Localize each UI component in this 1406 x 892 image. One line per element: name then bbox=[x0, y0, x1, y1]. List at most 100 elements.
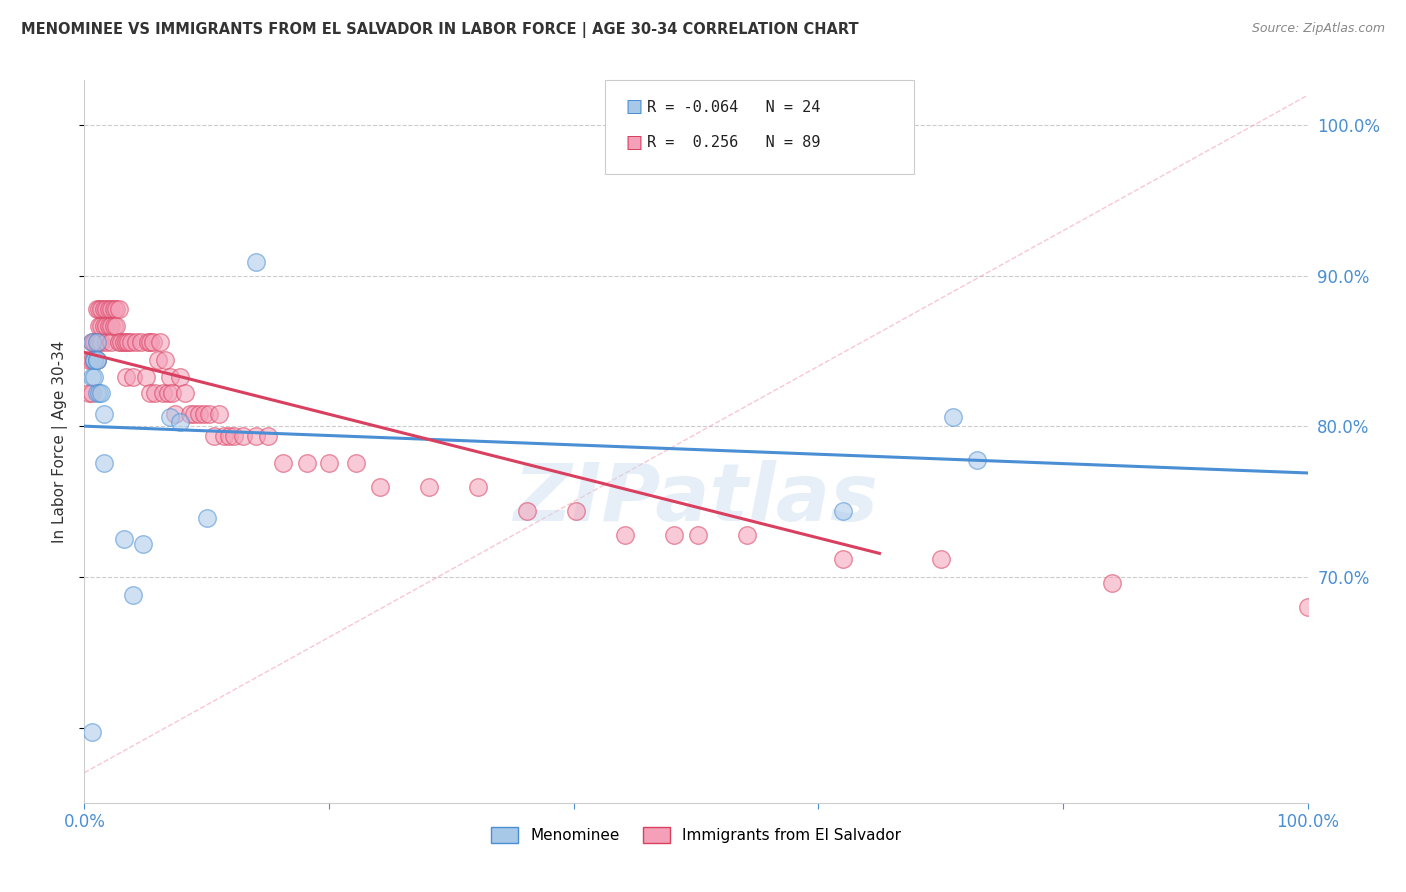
Immigrants from El Salvador bbox=[86, 335, 108, 350]
Immigrants from El Salvador bbox=[222, 428, 245, 442]
Immigrants from El Salvador bbox=[1296, 600, 1319, 615]
Menominee bbox=[90, 386, 112, 401]
Immigrants from El Salvador bbox=[117, 335, 139, 350]
Menominee bbox=[831, 504, 853, 518]
Text: □: □ bbox=[626, 134, 643, 152]
Immigrants from El Salvador bbox=[80, 386, 103, 401]
Immigrants from El Salvador bbox=[136, 335, 159, 350]
Immigrants from El Salvador bbox=[115, 335, 138, 350]
Immigrants from El Salvador bbox=[162, 386, 184, 401]
Menominee bbox=[159, 410, 181, 425]
Immigrants from El Salvador bbox=[83, 335, 105, 350]
Immigrants from El Salvador bbox=[614, 528, 637, 542]
Y-axis label: In Labor Force | Age 30-34: In Labor Force | Age 30-34 bbox=[52, 340, 69, 543]
Immigrants from El Salvador bbox=[173, 386, 195, 401]
Immigrants from El Salvador bbox=[120, 335, 142, 350]
Menominee bbox=[169, 415, 191, 429]
Immigrants from El Salvador bbox=[97, 302, 120, 317]
Immigrants from El Salvador bbox=[115, 369, 138, 384]
Immigrants from El Salvador bbox=[193, 408, 215, 422]
Immigrants from El Salvador bbox=[135, 369, 157, 384]
Immigrants from El Salvador bbox=[105, 318, 128, 333]
Immigrants from El Salvador bbox=[159, 369, 181, 384]
Menominee bbox=[132, 537, 155, 551]
Menominee bbox=[86, 353, 108, 368]
Text: R = -0.064   N = 24: R = -0.064 N = 24 bbox=[647, 100, 820, 114]
Immigrants from El Salvador bbox=[257, 428, 280, 442]
Immigrants from El Salvador bbox=[100, 335, 122, 350]
Immigrants from El Salvador bbox=[212, 428, 235, 442]
Immigrants from El Salvador bbox=[271, 456, 294, 470]
Immigrants from El Salvador bbox=[139, 386, 162, 401]
Immigrants from El Salvador bbox=[208, 408, 231, 422]
Immigrants from El Salvador bbox=[344, 456, 367, 470]
Immigrants from El Salvador bbox=[516, 504, 538, 518]
Immigrants from El Salvador bbox=[169, 369, 191, 384]
Menominee bbox=[86, 335, 108, 350]
Immigrants from El Salvador bbox=[152, 386, 174, 401]
Immigrants from El Salvador bbox=[87, 318, 110, 333]
Immigrants from El Salvador bbox=[1101, 576, 1123, 591]
Immigrants from El Salvador bbox=[90, 302, 112, 317]
Immigrants from El Salvador bbox=[179, 408, 201, 422]
Immigrants from El Salvador bbox=[142, 335, 165, 350]
Menominee bbox=[86, 353, 108, 368]
Immigrants from El Salvador bbox=[831, 552, 853, 566]
Immigrants from El Salvador bbox=[83, 353, 105, 368]
Immigrants from El Salvador bbox=[125, 335, 148, 350]
Immigrants from El Salvador bbox=[418, 480, 440, 494]
Menominee bbox=[942, 410, 965, 425]
Menominee bbox=[966, 452, 988, 467]
Immigrants from El Salvador bbox=[97, 318, 120, 333]
Text: Source: ZipAtlas.com: Source: ZipAtlas.com bbox=[1251, 22, 1385, 36]
Immigrants from El Salvador bbox=[163, 408, 186, 422]
Immigrants from El Salvador bbox=[80, 353, 103, 368]
Immigrants from El Salvador bbox=[188, 408, 211, 422]
Menominee bbox=[83, 369, 105, 384]
Immigrants from El Salvador bbox=[87, 302, 110, 317]
Immigrants from El Salvador bbox=[80, 335, 103, 350]
Immigrants from El Salvador bbox=[93, 318, 115, 333]
Immigrants from El Salvador bbox=[218, 428, 240, 442]
Immigrants from El Salvador bbox=[202, 428, 225, 442]
Immigrants from El Salvador bbox=[100, 318, 122, 333]
Immigrants from El Salvador bbox=[96, 302, 118, 317]
Immigrants from El Salvador bbox=[112, 335, 135, 350]
Text: ZIPatlas: ZIPatlas bbox=[513, 460, 879, 539]
Immigrants from El Salvador bbox=[86, 353, 108, 368]
Immigrants from El Salvador bbox=[100, 302, 122, 317]
Immigrants from El Salvador bbox=[143, 386, 166, 401]
Legend: Menominee, Immigrants from El Salvador: Menominee, Immigrants from El Salvador bbox=[485, 822, 907, 849]
Menominee bbox=[122, 588, 145, 602]
Text: □: □ bbox=[626, 98, 643, 116]
Immigrants from El Salvador bbox=[93, 302, 115, 317]
Immigrants from El Salvador bbox=[77, 386, 100, 401]
Immigrants from El Salvador bbox=[77, 353, 100, 368]
Immigrants from El Salvador bbox=[370, 480, 392, 494]
Text: MENOMINEE VS IMMIGRANTS FROM EL SALVADOR IN LABOR FORCE | AGE 30-34 CORRELATION : MENOMINEE VS IMMIGRANTS FROM EL SALVADOR… bbox=[21, 22, 859, 38]
Text: ■: ■ bbox=[626, 134, 643, 152]
Immigrants from El Salvador bbox=[156, 386, 179, 401]
Immigrants from El Salvador bbox=[96, 335, 118, 350]
Menominee bbox=[87, 386, 110, 401]
Text: R =  0.256   N = 89: R = 0.256 N = 89 bbox=[647, 136, 820, 150]
Immigrants from El Salvador bbox=[198, 408, 221, 422]
Menominee bbox=[83, 353, 105, 368]
Immigrants from El Salvador bbox=[105, 302, 128, 317]
Immigrants from El Salvador bbox=[122, 369, 145, 384]
Immigrants from El Salvador bbox=[245, 428, 267, 442]
Immigrants from El Salvador bbox=[688, 528, 710, 542]
Immigrants from El Salvador bbox=[83, 335, 105, 350]
Immigrants from El Salvador bbox=[565, 504, 588, 518]
Immigrants from El Salvador bbox=[90, 318, 112, 333]
Immigrants from El Salvador bbox=[318, 456, 340, 470]
Immigrants from El Salvador bbox=[146, 353, 169, 368]
Immigrants from El Salvador bbox=[232, 428, 254, 442]
Menominee bbox=[86, 386, 108, 401]
Menominee bbox=[80, 335, 103, 350]
Menominee bbox=[245, 255, 267, 269]
Immigrants from El Salvador bbox=[737, 528, 759, 542]
Immigrants from El Salvador bbox=[929, 552, 952, 566]
Immigrants from El Salvador bbox=[96, 318, 118, 333]
Immigrants from El Salvador bbox=[110, 335, 132, 350]
